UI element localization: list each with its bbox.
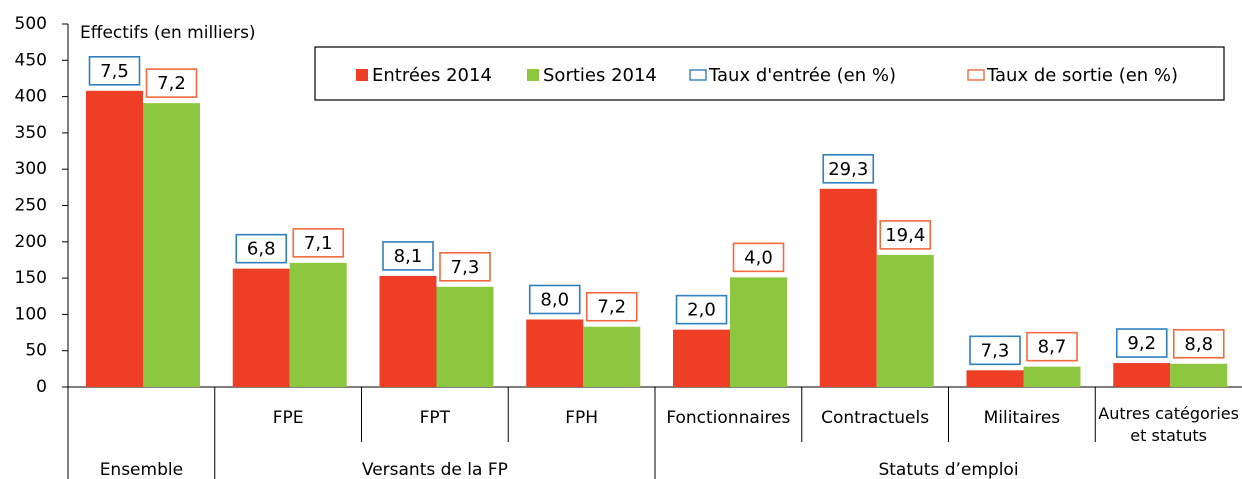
- x-tick-label: Militaires: [984, 408, 1061, 428]
- y-tick-label: 450: [15, 50, 47, 70]
- rate-box: [292, 228, 345, 258]
- rate-label: 19,4: [885, 225, 925, 246]
- y-tick-label: 500: [15, 14, 47, 34]
- rate-label: 7,2: [157, 73, 186, 94]
- rate-label: 2,0: [687, 300, 716, 321]
- legend-swatch: [967, 69, 985, 81]
- y-tick-label: 400: [15, 87, 47, 107]
- rate-label: 4,0: [744, 247, 773, 268]
- bar: [1023, 366, 1081, 387]
- x-tick-label: FPH: [565, 408, 598, 428]
- rate-box: [88, 55, 141, 86]
- legend-label: Taux d'entrée (en %): [708, 65, 896, 86]
- rate-label: 8,1: [394, 246, 423, 267]
- bar: [526, 319, 584, 387]
- bar: [143, 103, 200, 387]
- y-tick-label: 300: [15, 159, 47, 179]
- rate-label: 7,5: [100, 61, 129, 82]
- bar: [1170, 363, 1228, 387]
- legend-label: Taux de sortie (en %): [986, 65, 1178, 86]
- rate-box: [1026, 331, 1078, 362]
- legend-swatch: [689, 69, 707, 81]
- rate-box: [528, 284, 581, 315]
- y-tick-label: 50: [25, 341, 47, 361]
- legend-swatch: [527, 69, 539, 81]
- y-tick-label: 200: [15, 232, 47, 252]
- rate-label: 8,7: [1038, 337, 1067, 358]
- bar: [673, 329, 730, 387]
- rate-label: 29,3: [828, 159, 868, 180]
- rate-label: 8,0: [540, 289, 569, 310]
- rate-box: [235, 233, 288, 264]
- bar: [436, 286, 494, 387]
- bar: [966, 370, 1024, 387]
- y-tick-label: 100: [15, 304, 47, 324]
- rate-label: 9,2: [1127, 333, 1156, 354]
- bar: [232, 268, 290, 387]
- x-tick-label: Contractuels: [821, 408, 929, 428]
- y-axis-label: Effectifs (en milliers): [80, 23, 256, 43]
- group-label: Statuts d’emploi: [878, 460, 1018, 479]
- bar: [379, 275, 437, 387]
- legend-swatch: [356, 69, 368, 81]
- rate-label: 7,3: [451, 257, 480, 278]
- bar: [819, 188, 877, 387]
- rate-label: 7,3: [981, 340, 1010, 361]
- bar: [1113, 363, 1171, 387]
- rate-box: [675, 294, 728, 325]
- y-tick-label: 250: [15, 196, 47, 216]
- rate-box: [585, 291, 638, 322]
- bar: [86, 90, 143, 388]
- group-label: Versants de la FP: [362, 460, 508, 479]
- rate-label: 7,2: [597, 297, 626, 318]
- rate-label: 6,8: [247, 239, 276, 260]
- rate-box: [969, 335, 1021, 366]
- rate-box: [732, 242, 785, 273]
- rate-label: 8,8: [1184, 334, 1213, 355]
- legend-label: Entrées 2014: [372, 65, 492, 86]
- rate-box: [1172, 328, 1225, 359]
- rate-box: [879, 220, 932, 250]
- x-tick-label: Autres catégories et statuts: [1098, 404, 1239, 445]
- bar: [876, 254, 934, 387]
- rate-box: [382, 241, 434, 271]
- rate-label: 7,1: [304, 233, 333, 254]
- bar: [730, 277, 787, 387]
- rate-box: [1115, 328, 1168, 358]
- rate-box: [439, 252, 491, 282]
- y-tick-label: 0: [36, 377, 47, 397]
- y-tick-label: 150: [15, 268, 47, 288]
- bar: [583, 326, 641, 387]
- rate-box: [822, 154, 875, 184]
- group-label: Ensemble: [100, 460, 183, 479]
- x-tick-label: FPE: [273, 408, 304, 428]
- x-tick-label: Fonctionnaires: [666, 408, 790, 428]
- rate-box: [145, 68, 198, 98]
- legend-label: Sorties 2014: [543, 65, 657, 86]
- legend-box: [314, 46, 1225, 101]
- x-tick-label: FPT: [420, 408, 451, 428]
- bar: [289, 262, 347, 387]
- y-tick-label: 350: [15, 123, 47, 143]
